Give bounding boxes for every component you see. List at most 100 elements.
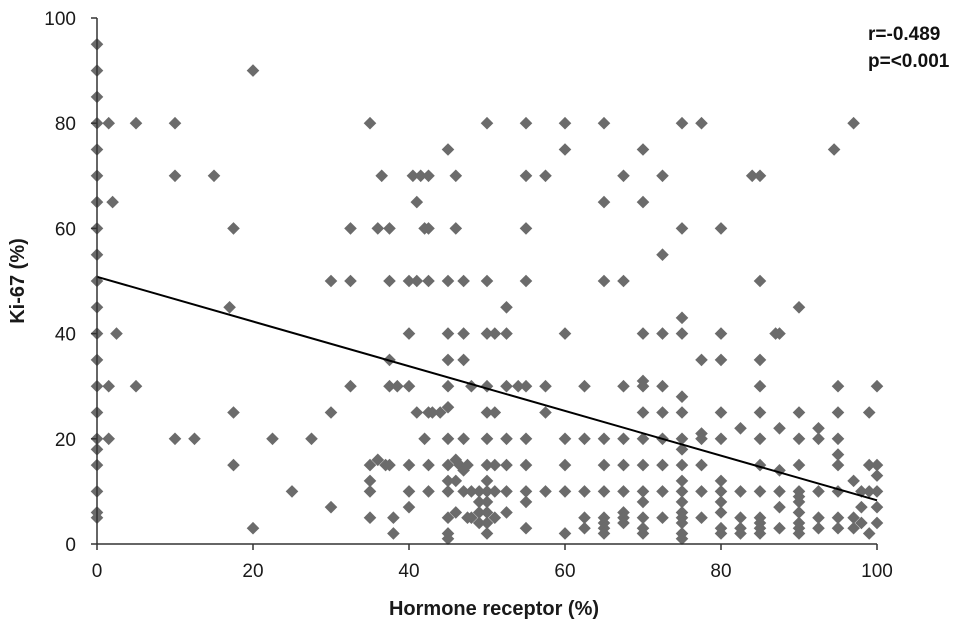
data-point [188, 432, 201, 446]
data-point [472, 485, 486, 498]
data-point [480, 495, 494, 509]
data-point [465, 379, 478, 393]
correlation-p-label: p=<0.001 [868, 51, 950, 72]
data-point [578, 379, 591, 393]
data-point [617, 516, 630, 530]
data-point [488, 406, 502, 419]
data-point [465, 511, 478, 524]
data-point [656, 248, 669, 261]
data-point [168, 116, 182, 130]
data-point [539, 379, 552, 393]
data-point [519, 432, 533, 446]
data-point [753, 274, 767, 288]
data-point [168, 432, 182, 446]
data-point [457, 485, 470, 498]
data-point [831, 511, 845, 524]
data-point [363, 511, 377, 524]
data-point [827, 143, 841, 156]
data-point [383, 458, 396, 472]
data-point [422, 458, 435, 472]
data-point [519, 458, 533, 472]
data-point [102, 379, 115, 393]
data-point [480, 406, 494, 419]
data-point [753, 169, 767, 183]
x-tick-label: 80 [710, 561, 731, 582]
data-point [792, 301, 806, 314]
data-point [402, 274, 416, 288]
data-point [675, 390, 689, 404]
data-point [383, 222, 396, 235]
y-tick-label: 20 [55, 430, 76, 451]
data-point [324, 406, 338, 419]
data-point [480, 485, 494, 498]
data-point [472, 495, 486, 509]
data-point [792, 458, 806, 472]
data-point [636, 406, 650, 419]
data-point [862, 406, 876, 419]
data-point [449, 222, 463, 235]
data-point [578, 485, 591, 498]
data-point [792, 495, 806, 509]
data-point [753, 432, 767, 446]
data-point [753, 485, 767, 498]
data-point [714, 432, 728, 446]
data-point [792, 506, 806, 519]
data-point [714, 327, 728, 340]
data-point [488, 485, 502, 498]
data-point [675, 458, 689, 472]
data-point [695, 116, 708, 130]
data-point [656, 406, 669, 419]
data-point [461, 458, 474, 472]
data-point [597, 274, 611, 288]
data-point [488, 327, 502, 340]
data-point [227, 458, 240, 472]
data-point [457, 274, 470, 288]
data-point [753, 353, 767, 367]
data-point [488, 511, 502, 524]
data-point [862, 485, 876, 498]
data-point [387, 511, 400, 524]
data-point [675, 432, 689, 446]
data-point [480, 327, 494, 340]
data-point [500, 327, 513, 340]
data-point [847, 116, 860, 130]
data-point [695, 353, 708, 367]
data-point [441, 474, 455, 488]
data-point [519, 379, 533, 393]
data-point [441, 511, 455, 524]
data-point [714, 406, 728, 419]
data-point [870, 458, 884, 472]
data-point [558, 143, 572, 156]
data-point [227, 406, 240, 419]
data-point [862, 527, 876, 540]
data-point [558, 485, 572, 498]
data-point [734, 485, 747, 498]
data-point [449, 169, 463, 183]
data-point [812, 421, 825, 435]
data-point [870, 485, 884, 498]
data-point [402, 500, 416, 514]
data-point [792, 432, 806, 446]
data-point [472, 516, 486, 530]
data-point [129, 379, 143, 393]
data-point [441, 485, 455, 498]
data-point [870, 379, 884, 393]
data-point [714, 527, 728, 540]
data-point [246, 521, 260, 535]
data-point [480, 506, 494, 519]
data-point [441, 379, 455, 393]
data-point [480, 458, 494, 472]
data-point [441, 532, 455, 546]
data-point [441, 400, 455, 414]
data-point [402, 379, 416, 393]
data-point [363, 116, 377, 130]
data-point [102, 432, 115, 446]
data-point [695, 511, 708, 524]
data-point [500, 506, 513, 519]
data-point [441, 274, 455, 288]
data-point [656, 169, 669, 183]
correlation-r-label: r=-0.489 [868, 24, 940, 45]
plot-area [90, 38, 884, 546]
data-point [831, 485, 845, 498]
data-point [636, 458, 650, 472]
